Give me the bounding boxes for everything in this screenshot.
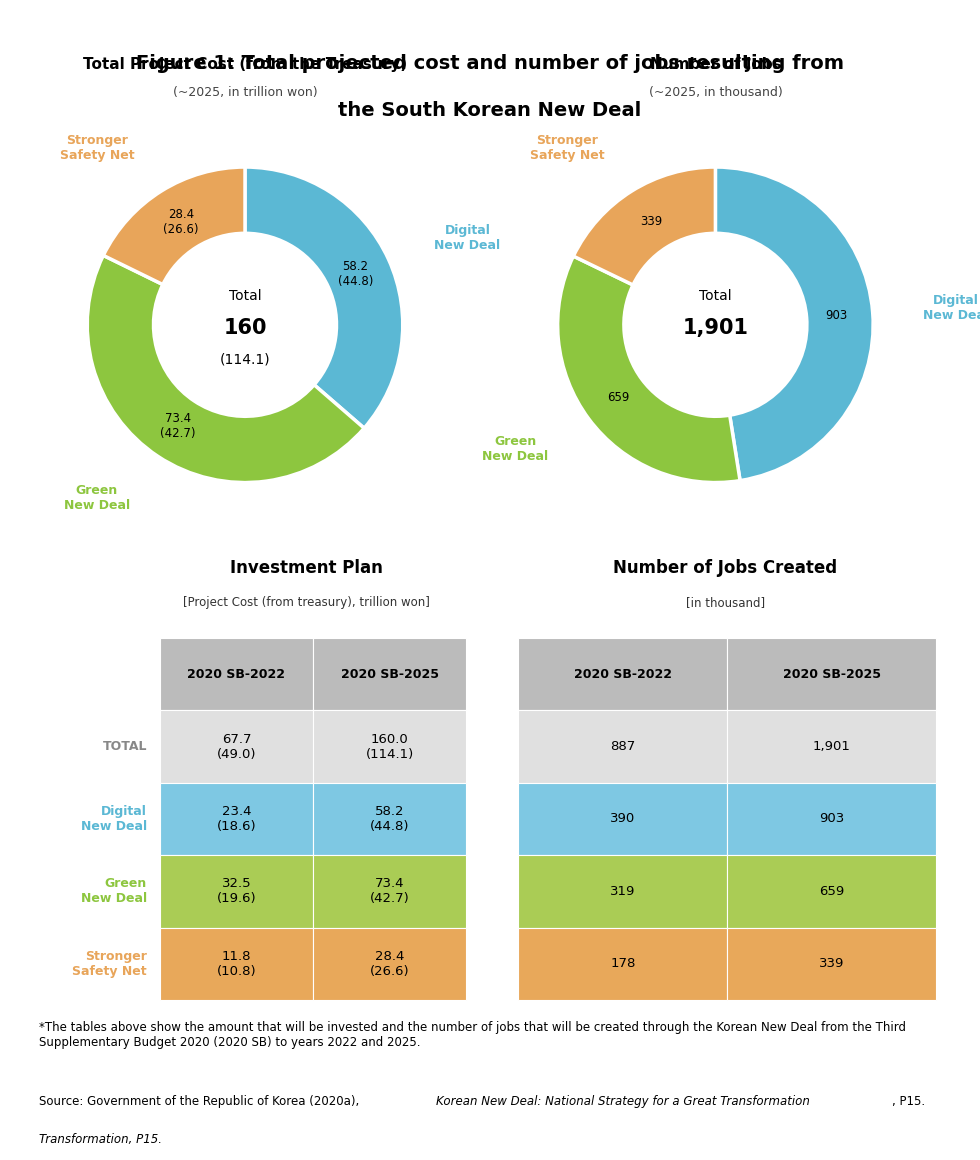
Text: 2020 SB-2025: 2020 SB-2025 [341,668,438,681]
Text: Source: Government of the Republic of Korea (2020a),: Source: Government of the Republic of Ko… [39,1095,364,1108]
Text: TOTAL: TOTAL [103,740,147,753]
Text: Green
New Deal: Green New Deal [64,485,130,513]
Text: Total: Total [228,289,262,304]
Bar [518,855,727,928]
Text: 390: 390 [611,812,635,826]
Wedge shape [87,255,365,483]
Text: Digital
New Deal: Digital New Deal [81,805,147,833]
Text: 1,901: 1,901 [813,740,851,753]
Text: Total Project Cost (from the Treasury): Total Project Cost (from the Treasury) [83,57,407,72]
Text: the South Korean New Deal: the South Korean New Deal [338,101,642,119]
Text: 23.4
(18.6): 23.4 (18.6) [217,805,257,833]
Text: [Project Cost (from treasury), trillion won]: [Project Cost (from treasury), trillion … [183,596,430,609]
Bar [518,710,727,783]
Bar [727,783,937,855]
Bar [313,855,466,928]
Bar [160,928,313,1000]
Text: 2020 SB-2022: 2020 SB-2022 [574,668,672,681]
Text: 67.7
(49.0): 67.7 (49.0) [217,733,256,761]
Bar [313,710,466,783]
Bar [313,928,466,1000]
Text: 903: 903 [819,812,845,826]
Wedge shape [573,167,715,285]
Text: 73.4
(42.7): 73.4 (42.7) [160,412,196,440]
Bar [313,783,466,855]
Bar [518,928,727,1000]
Text: 1,901: 1,901 [682,318,749,338]
Text: 339: 339 [819,957,845,970]
Text: 339: 339 [640,216,662,229]
Text: Transformation, P15.: Transformation, P15. [39,1133,163,1146]
Text: 2020 SB-2022: 2020 SB-2022 [187,668,285,681]
Wedge shape [558,256,740,483]
Text: 659: 659 [819,885,845,898]
Bar [727,855,937,928]
Text: Stronger
Safety Net: Stronger Safety Net [60,135,135,162]
Text: 659: 659 [607,391,629,404]
Text: 11.8
(10.8): 11.8 (10.8) [217,950,257,978]
Bar [518,638,727,710]
Text: 58.2
(44.8): 58.2 (44.8) [369,805,410,833]
Text: 2020 SB-2025: 2020 SB-2025 [783,668,881,681]
Text: 903: 903 [825,309,848,321]
Text: Digital
New Deal: Digital New Deal [434,224,501,253]
Bar [313,638,466,710]
Text: Stronger
Safety Net: Stronger Safety Net [530,135,605,162]
Bar [160,638,313,710]
Text: (~2025, in trillion won): (~2025, in trillion won) [172,86,318,100]
Wedge shape [103,167,245,284]
Text: 28.4
(26.6): 28.4 (26.6) [163,208,199,235]
Text: 28.4
(26.6): 28.4 (26.6) [369,950,410,978]
Wedge shape [715,167,873,480]
Text: 32.5
(19.6): 32.5 (19.6) [217,877,257,905]
Text: 319: 319 [611,885,635,898]
Text: (~2025, in thousand): (~2025, in thousand) [649,86,782,100]
Text: Korean New Deal: National Strategy for a Great Transformation: Korean New Deal: National Strategy for a… [436,1095,809,1108]
Bar [727,638,937,710]
Text: [in thousand]: [in thousand] [686,596,764,609]
Text: 58.2
(44.8): 58.2 (44.8) [338,260,373,289]
Text: , P15.: , P15. [893,1095,925,1108]
Bar [518,783,727,855]
Bar [160,710,313,783]
Text: (114.1): (114.1) [220,353,270,367]
Bar [160,855,313,928]
Bar [727,710,937,783]
Bar [727,928,937,1000]
Text: Number of Jobs: Number of Jobs [650,57,781,72]
Bar [160,783,313,855]
Text: Number of Jobs Created: Number of Jobs Created [613,559,837,578]
Text: 178: 178 [611,957,635,970]
Text: Green
New Deal: Green New Deal [482,435,548,463]
Text: Total: Total [699,289,732,304]
Text: 160: 160 [223,318,267,338]
Text: 887: 887 [611,740,635,753]
Text: Stronger
Safety Net: Stronger Safety Net [73,950,147,978]
Wedge shape [245,167,403,428]
Text: Figure 1: Total projected cost and number of jobs resulting from: Figure 1: Total projected cost and numbe… [136,55,844,73]
Text: *The tables above show the amount that will be invested and the number of jobs t: *The tables above show the amount that w… [39,1021,906,1049]
Text: 73.4
(42.7): 73.4 (42.7) [369,877,410,905]
Text: Investment Plan: Investment Plan [230,559,383,578]
Text: Digital
New Deal: Digital New Deal [923,295,980,322]
Text: 160.0
(114.1): 160.0 (114.1) [366,733,414,761]
Text: Green
New Deal: Green New Deal [81,877,147,905]
